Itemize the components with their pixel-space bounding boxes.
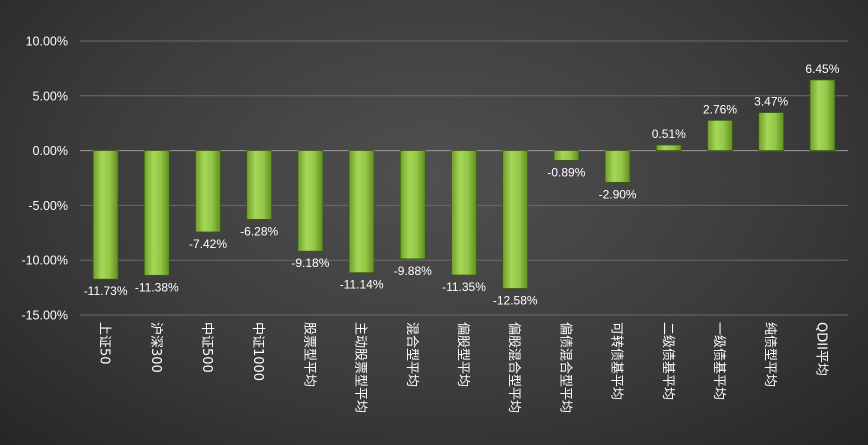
x-category-label: 一级债基平均 [711, 322, 726, 400]
y-tick-label: 0.00% [33, 144, 68, 158]
data-label: -9.88% [394, 264, 432, 278]
data-labels: -11.73% -11.38%-7.42%-6.28%-9.18%-11.14%-… [84, 62, 840, 308]
data-label: 0.51% [652, 127, 686, 141]
bar [297, 150, 324, 252]
bar [809, 79, 836, 151]
data-label: 3.47% [754, 95, 788, 109]
bar [451, 150, 477, 276]
data-label: -2.90% [599, 187, 637, 201]
bar [246, 150, 273, 220]
bar [655, 144, 682, 152]
y-tick-label: 5.00% [33, 89, 68, 103]
data-label: -12.58% [493, 293, 538, 307]
y-tick-label: 10.00% [26, 35, 68, 49]
data-label: -11.73% [84, 284, 128, 298]
data-label: 6.45% [805, 62, 839, 76]
y-tick-label: -5.00% [28, 199, 68, 213]
y-axis-ticks: 10.00% 5.00% 0.00% -5.00% -10.00% -15.00% [21, 35, 68, 323]
data-label: -9.18% [291, 256, 329, 270]
bar [604, 150, 631, 183]
data-label: -0.89% [547, 165, 585, 179]
x-category-label: 偏债混合型平均 [557, 322, 572, 413]
y-tick-label: -15.00% [21, 309, 68, 323]
data-label: 2.76% [703, 102, 737, 116]
x-category-label: 股票型平均 [301, 322, 316, 387]
bar [143, 150, 170, 276]
x-category-label: 可转债基平均 [609, 322, 624, 400]
x-category-label: QDII平均 [813, 322, 828, 376]
x-category-label: 中证1000 [250, 322, 265, 381]
y-tick-label: -10.00% [21, 254, 68, 268]
x-axis-categories: 上证50 沪深300 中证500 中证1000 股票型平均 主动股票型平均 混合型平均 偏股型… [97, 322, 829, 413]
x-category-label: 偏股混合型平均 [506, 322, 521, 413]
x-category-label: 中证500 [199, 322, 214, 373]
bar [195, 150, 221, 233]
x-category-label: 上证50 [97, 322, 112, 365]
bar [399, 150, 426, 260]
bar [707, 119, 733, 152]
x-category-label: 主动股票型平均 [353, 322, 368, 413]
x-category-label: 沪深300 [148, 322, 164, 373]
data-label: -7.42% [189, 237, 227, 251]
x-category-label: 偏股型平均 [455, 322, 470, 387]
data-label: -11.38% [135, 280, 179, 294]
data-label: -11.14% [340, 278, 384, 292]
x-category-label: 纯债型平均 [762, 322, 777, 387]
x-category-label: 二级债基平均 [660, 322, 675, 400]
bar [758, 112, 785, 152]
bar [553, 150, 580, 161]
bar [348, 150, 375, 274]
data-label: -6.28% [240, 224, 278, 238]
data-label: -11.35% [442, 280, 486, 294]
bar [92, 150, 119, 280]
bar [502, 150, 529, 289]
bars [92, 79, 836, 289]
x-category-label: 混合型平均 [404, 322, 419, 387]
